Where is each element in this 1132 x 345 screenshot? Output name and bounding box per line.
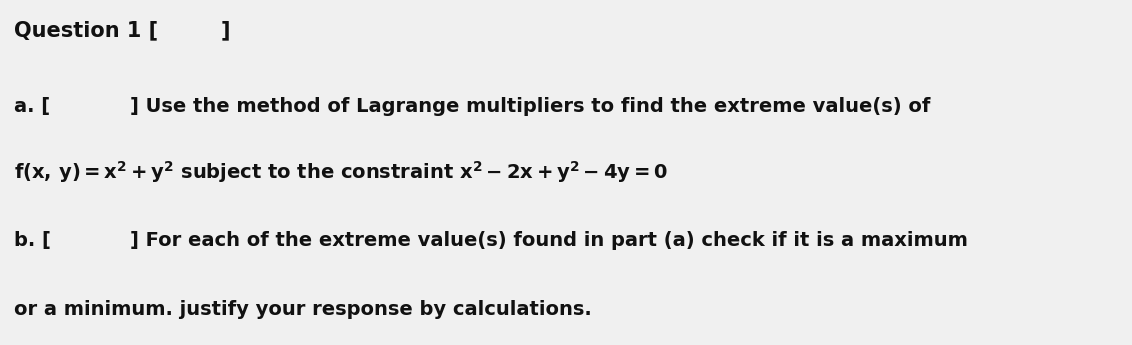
Text: a. [: a. [ [14,97,50,116]
Text: Question 1 [: Question 1 [ [14,21,157,41]
Text: b. [: b. [ [14,231,51,250]
Text: or a minimum. justify your response by calculations.: or a minimum. justify your response by c… [14,300,591,319]
Text: ]: ] [221,21,230,41]
Text: ] Use the method of Lagrange multipliers to find the extreme value(s) of: ] Use the method of Lagrange multipliers… [130,97,931,116]
Text: ] For each of the extreme value(s) found in part (a) check if it is a maximum: ] For each of the extreme value(s) found… [130,231,968,250]
Text: $\mathbf{f(x,\,y)=x^2+y^2}$ subject to the constraint $\mathbf{x^2-2x+y^2-4y=0}$: $\mathbf{f(x,\,y)=x^2+y^2}$ subject to t… [14,159,668,185]
